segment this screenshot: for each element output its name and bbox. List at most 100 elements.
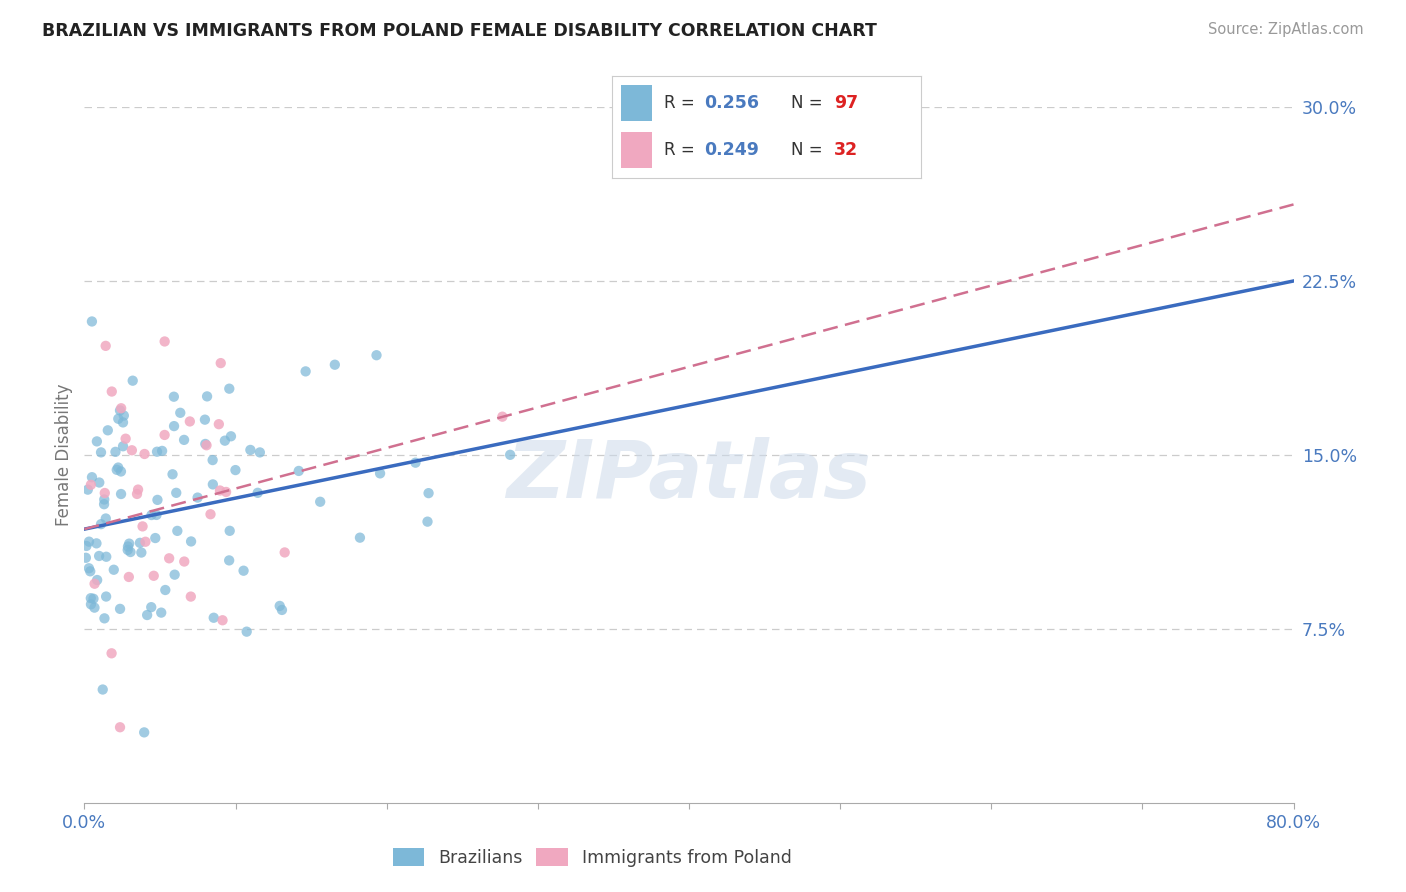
Text: R =: R = bbox=[664, 141, 700, 159]
FancyBboxPatch shape bbox=[621, 132, 652, 168]
Point bbox=[165, 485, 187, 500]
Point bbox=[146, 492, 169, 507]
Point bbox=[142, 568, 165, 582]
Point bbox=[273, 545, 295, 559]
Point bbox=[134, 534, 156, 549]
Point bbox=[195, 438, 218, 452]
Point bbox=[87, 549, 110, 563]
Point bbox=[163, 390, 186, 404]
Point bbox=[80, 477, 103, 491]
Point bbox=[117, 542, 139, 557]
Point bbox=[90, 517, 112, 532]
Point bbox=[118, 570, 141, 584]
Point bbox=[94, 486, 117, 500]
Point bbox=[211, 613, 233, 627]
Point bbox=[368, 467, 391, 481]
Point bbox=[218, 524, 240, 538]
Point bbox=[121, 443, 143, 458]
Point bbox=[201, 453, 224, 467]
Point bbox=[150, 606, 173, 620]
Point bbox=[269, 599, 291, 613]
Point bbox=[86, 434, 108, 449]
Point bbox=[75, 539, 97, 553]
Point bbox=[173, 555, 195, 569]
Point bbox=[94, 511, 117, 525]
Text: Source: ZipAtlas.com: Source: ZipAtlas.com bbox=[1208, 22, 1364, 37]
Point bbox=[145, 508, 167, 522]
Point bbox=[366, 348, 388, 362]
Point bbox=[215, 485, 238, 500]
Point bbox=[194, 437, 217, 451]
Point bbox=[117, 540, 139, 554]
Point bbox=[209, 356, 232, 370]
Point bbox=[194, 412, 217, 426]
Point bbox=[93, 492, 115, 507]
Point bbox=[75, 550, 97, 565]
Point bbox=[108, 720, 131, 734]
Point bbox=[125, 487, 148, 501]
Point bbox=[294, 364, 316, 378]
Point bbox=[131, 519, 153, 533]
Text: R =: R = bbox=[664, 94, 700, 112]
Point bbox=[80, 597, 103, 611]
Point bbox=[103, 563, 125, 577]
Point bbox=[112, 409, 135, 423]
Text: 0.249: 0.249 bbox=[704, 141, 759, 159]
Point bbox=[94, 590, 117, 604]
Legend: Brazilians, Immigrants from Poland: Brazilians, Immigrants from Poland bbox=[387, 841, 799, 874]
Y-axis label: Female Disability: Female Disability bbox=[55, 384, 73, 526]
Point bbox=[79, 564, 101, 578]
Point bbox=[76, 483, 98, 497]
Point bbox=[111, 439, 134, 453]
Point bbox=[224, 463, 246, 477]
Point bbox=[179, 414, 201, 428]
Point bbox=[246, 485, 269, 500]
Point bbox=[163, 419, 186, 434]
Point bbox=[105, 463, 128, 477]
Point bbox=[287, 464, 309, 478]
Point bbox=[114, 432, 136, 446]
Point bbox=[143, 531, 166, 545]
Point bbox=[110, 401, 132, 416]
Point bbox=[90, 445, 112, 459]
Point bbox=[86, 573, 108, 587]
Point bbox=[187, 491, 209, 505]
Point bbox=[134, 725, 156, 739]
Point bbox=[120, 545, 142, 559]
Point bbox=[157, 551, 180, 566]
Point bbox=[82, 591, 104, 606]
FancyBboxPatch shape bbox=[621, 85, 652, 121]
Text: 0.256: 0.256 bbox=[704, 94, 759, 112]
Text: ZIPatlas: ZIPatlas bbox=[506, 437, 872, 515]
Point bbox=[218, 553, 240, 567]
Point bbox=[235, 624, 257, 639]
Point bbox=[180, 534, 202, 549]
Point bbox=[218, 382, 240, 396]
Point bbox=[108, 602, 131, 616]
Point bbox=[201, 477, 224, 491]
Point bbox=[162, 467, 184, 482]
Text: N =: N = bbox=[792, 94, 828, 112]
Point bbox=[349, 531, 371, 545]
Point bbox=[202, 611, 225, 625]
Point bbox=[91, 682, 114, 697]
Point bbox=[110, 465, 132, 479]
Point bbox=[173, 433, 195, 447]
Point bbox=[80, 591, 103, 606]
Text: 32: 32 bbox=[834, 141, 859, 159]
Point bbox=[107, 411, 129, 425]
Point bbox=[169, 406, 191, 420]
Text: 97: 97 bbox=[834, 94, 859, 112]
Text: N =: N = bbox=[792, 141, 828, 159]
Point bbox=[163, 567, 186, 582]
Point bbox=[89, 475, 111, 490]
Point bbox=[150, 443, 173, 458]
Point bbox=[111, 416, 134, 430]
Point bbox=[208, 417, 231, 432]
Point bbox=[153, 428, 176, 442]
Point bbox=[136, 607, 159, 622]
Point bbox=[239, 442, 262, 457]
Point bbox=[100, 646, 122, 660]
Point bbox=[131, 545, 153, 559]
Point bbox=[155, 582, 177, 597]
